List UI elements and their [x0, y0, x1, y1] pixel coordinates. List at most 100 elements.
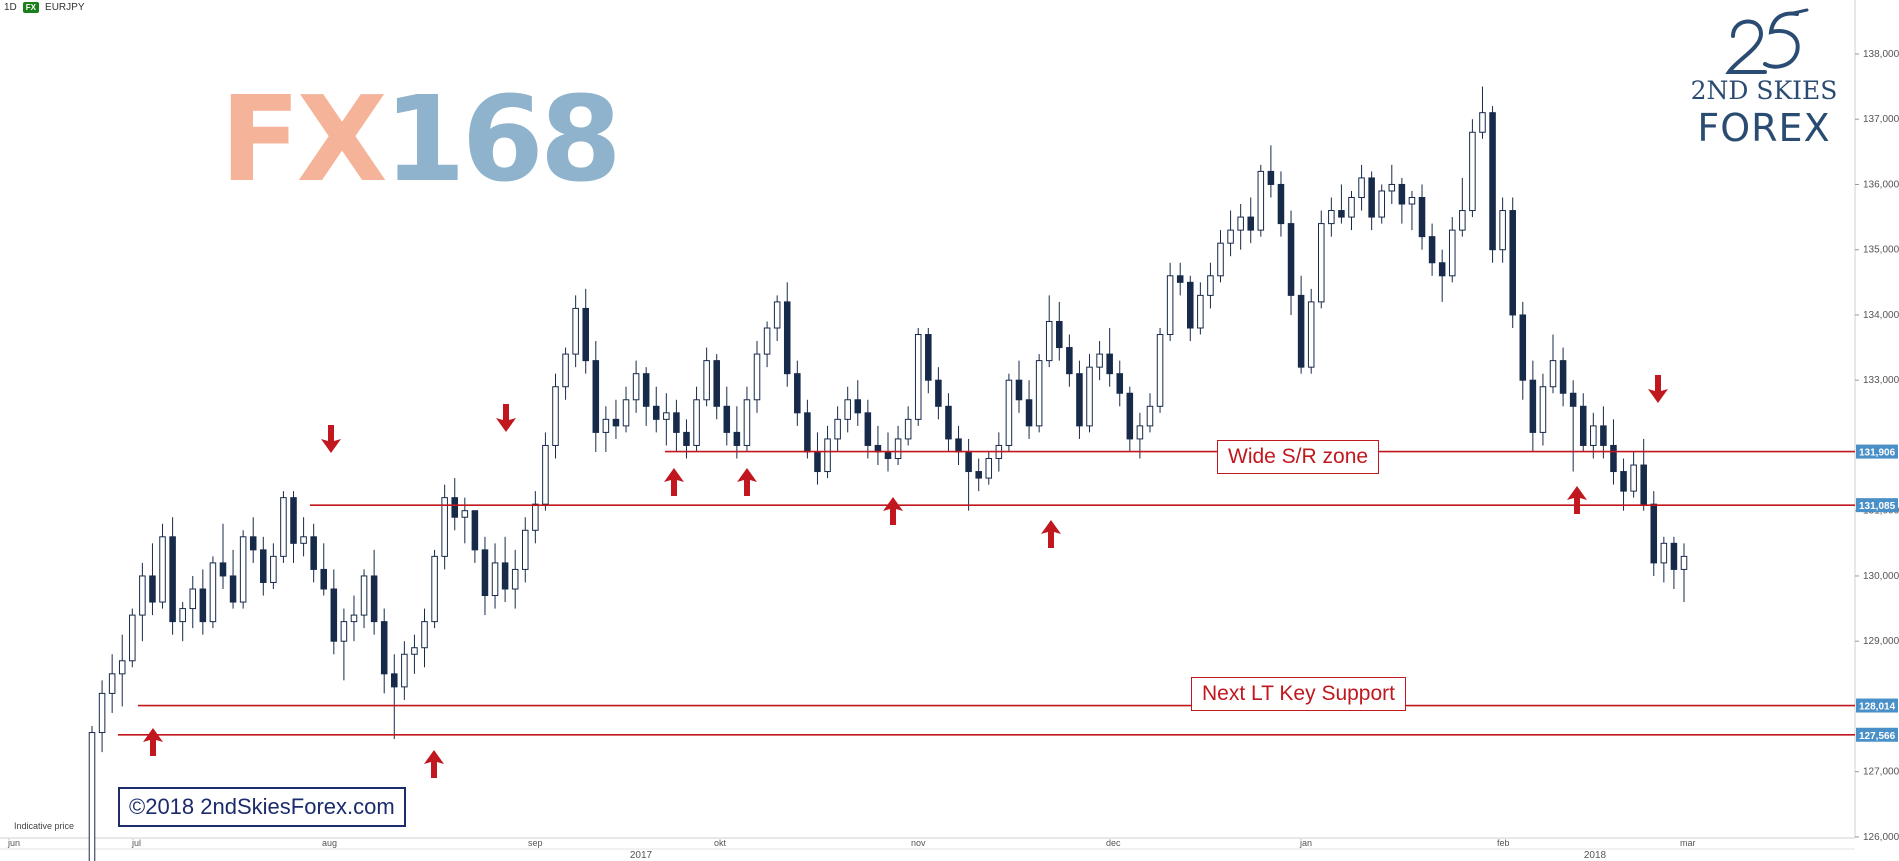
candle-body: [1620, 471, 1627, 492]
candle-body: [1156, 334, 1164, 407]
arrow-up-icon: [664, 468, 684, 496]
candle-body: [1307, 301, 1315, 368]
candle-body: [884, 451, 892, 460]
candle-body: [1015, 379, 1023, 401]
candle-body: [340, 621, 348, 642]
candle-body: [1076, 373, 1083, 427]
candle-body: [239, 536, 247, 603]
candle-body: [814, 451, 821, 473]
candle-body: [350, 614, 358, 623]
candle-body: [139, 575, 146, 616]
chart-header: 1D FX EURJPY: [4, 2, 84, 13]
candle-body: [1610, 444, 1617, 473]
candle-body: [1539, 386, 1547, 433]
candle-body: [1519, 314, 1527, 381]
candle-body: [1328, 210, 1335, 225]
candle-body: [1025, 399, 1033, 427]
timeframe-label[interactable]: 1D: [4, 2, 17, 13]
price-tag: [1856, 498, 1898, 513]
candle-body: [753, 353, 761, 401]
candle-body: [511, 568, 519, 590]
candle-body: [1035, 360, 1043, 427]
x-tick-label: 2017: [630, 850, 653, 861]
candle-body: [1590, 425, 1597, 446]
candle-body: [229, 575, 237, 603]
candle-body: [652, 405, 660, 420]
fx-icon: FX: [22, 2, 40, 13]
symbol-label[interactable]: EURJPY: [45, 2, 85, 13]
price-tag: [1856, 698, 1898, 713]
candle-body: [1146, 405, 1154, 427]
candle-body: [1056, 320, 1063, 349]
candle-body: [854, 399, 862, 414]
y-tick-label: 137,000: [1863, 114, 1899, 125]
watermark-left: FX: [220, 70, 388, 208]
price-tag-label: 127,566: [1859, 731, 1896, 742]
candle-body: [441, 497, 448, 557]
candle-body: [542, 444, 549, 505]
candle-body: [1388, 183, 1396, 192]
x-tick-label: feb: [1497, 838, 1510, 848]
candle-body: [1176, 275, 1184, 283]
candle-body: [1660, 542, 1668, 564]
candle-body: [1428, 236, 1436, 264]
candle-body: [592, 360, 600, 433]
candle-body: [1297, 294, 1305, 368]
candle-body: [1408, 197, 1416, 205]
arrow-down-icon: [1648, 375, 1668, 403]
price-tag-label: 131,085: [1859, 501, 1896, 512]
candle-body: [673, 412, 680, 433]
candle-body: [521, 529, 529, 570]
candle-body: [1569, 392, 1577, 407]
x-tick-label: 2018: [1584, 850, 1607, 861]
candle-body: [1438, 262, 1446, 277]
candle-body: [1317, 223, 1325, 303]
candle-body: [1448, 229, 1456, 277]
candle-body: [401, 653, 408, 688]
candle-body: [169, 536, 176, 623]
y-tick-label: 134,000: [1863, 310, 1899, 321]
candle-body: [431, 555, 438, 623]
candle-body: [783, 301, 791, 375]
candle-body: [1086, 366, 1093, 427]
candle-body: [159, 536, 166, 603]
candle-body: [1005, 379, 1013, 446]
candle-body: [1418, 197, 1426, 238]
candle-body: [935, 379, 942, 407]
candle-body: [1630, 464, 1637, 492]
candle-body: [572, 307, 579, 355]
candle-body: [965, 451, 972, 473]
candle-body: [360, 575, 368, 616]
candle-body: [703, 360, 710, 401]
candle-body: [380, 621, 388, 675]
candle-body: [642, 373, 650, 407]
y-tick-label: 130,000: [1863, 571, 1899, 582]
sr-zone-label: Wide S/R zone: [1217, 440, 1380, 474]
candle-body: [552, 386, 559, 446]
y-tick-label: 126,000: [1863, 832, 1899, 843]
x-tick-label: jan: [1299, 838, 1312, 848]
y-tick-label: 138,000: [1863, 49, 1899, 60]
candle-body: [723, 405, 731, 433]
candle-body: [1459, 210, 1466, 231]
candle-body: [1499, 210, 1506, 251]
candle-body: [1650, 503, 1658, 564]
candle-body: [421, 621, 428, 649]
candle-body: [310, 536, 317, 570]
candle-body: [88, 732, 96, 861]
candle-body: [1348, 197, 1355, 218]
candle-body: [461, 510, 469, 518]
arrow-down-icon: [496, 404, 516, 432]
candle-body: [1640, 464, 1647, 505]
candle-body: [179, 608, 186, 623]
candle-body: [1559, 360, 1567, 394]
x-tick-label: mar: [1680, 838, 1696, 848]
candle-body: [1670, 542, 1678, 570]
candle-body: [763, 327, 771, 355]
candle-body: [391, 673, 398, 688]
candle-body: [1509, 210, 1516, 316]
candle-body: [834, 418, 841, 440]
candle-body: [481, 549, 489, 597]
candle-body: [632, 373, 640, 401]
